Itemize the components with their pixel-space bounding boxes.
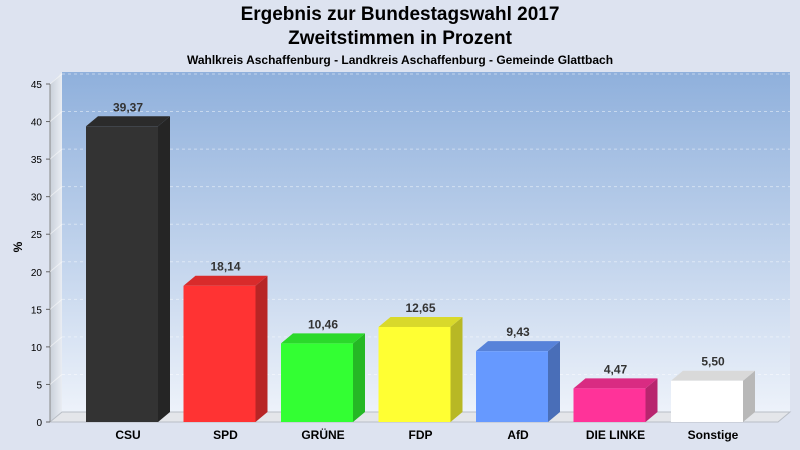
bar-side	[158, 116, 170, 423]
chart-subtitle: Zweitstimmen in Prozent	[288, 28, 512, 49]
gridline-wall	[49, 374, 63, 385]
bar-front	[671, 380, 743, 422]
bar-front	[183, 285, 256, 422]
bar-top	[671, 370, 755, 381]
bar-top	[476, 341, 560, 352]
bar-top	[281, 333, 365, 344]
bar-top	[86, 116, 170, 127]
gridline-wall	[49, 111, 63, 122]
y-tick-label: 15	[31, 305, 43, 316]
gridline-wall	[49, 336, 63, 348]
x-tick-label: CSU	[115, 428, 140, 442]
gridline-wall	[49, 73, 63, 85]
y-tick-label: 5	[36, 380, 42, 391]
y-tick-label: 10	[31, 343, 43, 354]
bar-front	[573, 388, 646, 422]
bar-side	[645, 378, 658, 422]
data-label: 18,14	[210, 260, 240, 274]
x-tick-label: SPD	[213, 428, 238, 442]
bar-spd	[183, 275, 268, 422]
bar-die-linke	[573, 378, 658, 422]
y-tick-label: 40	[31, 118, 43, 129]
data-label: 12,65	[405, 301, 435, 315]
bar-side	[548, 341, 560, 422]
gridline-wall	[49, 298, 63, 310]
bar-top	[573, 378, 658, 389]
data-label: 9,43	[506, 325, 530, 339]
data-label: 39,37	[113, 100, 143, 114]
data-label: 5,50	[701, 355, 725, 369]
y-tick-label: 45	[31, 80, 43, 91]
gridline-wall	[49, 223, 63, 235]
x-tick-label: AfD	[507, 428, 529, 442]
bar-side	[353, 333, 365, 422]
data-label: 4,47	[604, 362, 628, 376]
bar-side	[450, 316, 463, 422]
y-tick-label: 35	[31, 155, 43, 166]
y-tick-label: 25	[31, 230, 43, 241]
gridline-wall	[49, 148, 63, 160]
bar-top	[183, 275, 268, 286]
gridline-wall	[49, 261, 63, 273]
y-tick-label: 20	[31, 268, 43, 279]
chart-title: Ergebnis zur Bundestagswahl 2017	[240, 4, 560, 25]
bar-fdp	[378, 316, 463, 422]
data-label: 10,46	[308, 317, 338, 331]
bar-side	[255, 275, 268, 422]
bar-gr-ne	[281, 333, 365, 422]
bar-afd	[476, 341, 560, 422]
bar-front	[86, 126, 158, 423]
x-tick-label: GRÜNE	[301, 427, 344, 442]
chart-caption: Wahlkreis Aschaffenburg - Landkreis Asch…	[186, 53, 614, 67]
bar-front	[281, 343, 353, 422]
gridline-wall	[49, 186, 63, 198]
bar-sonstige	[671, 370, 755, 422]
x-tick-label: FDP	[409, 428, 433, 442]
plot-left-wall	[50, 72, 62, 422]
y-axis-label: %	[11, 241, 25, 252]
y-tick-label: 0	[36, 418, 42, 429]
bar-front	[378, 326, 451, 422]
y-tick-label: 30	[31, 193, 43, 204]
bar-front	[476, 351, 548, 422]
x-tick-label: DIE LINKE	[586, 428, 645, 442]
x-tick-label: Sonstige	[688, 428, 739, 442]
bar-csu	[86, 116, 170, 423]
bar-side	[743, 370, 755, 422]
bar-top	[378, 316, 463, 327]
